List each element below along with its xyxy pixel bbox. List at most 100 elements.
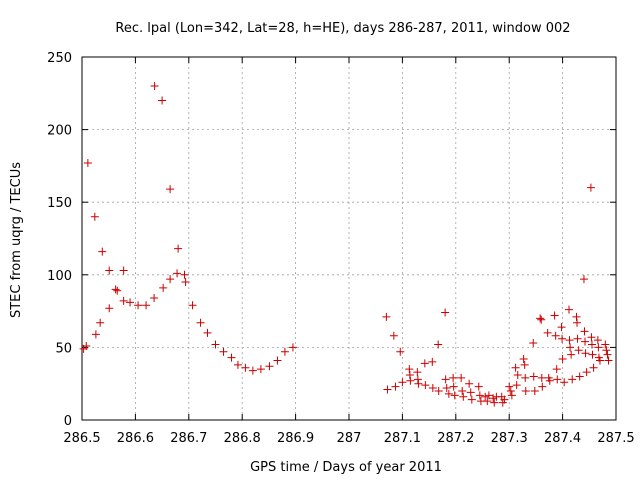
data-point <box>174 244 183 253</box>
data-point <box>173 269 182 278</box>
x-tick-label: 287.1 <box>384 431 421 446</box>
data-point <box>601 340 610 349</box>
data-point <box>288 343 297 352</box>
data-point <box>595 356 604 365</box>
y-tick-labels: 0 50 100 150 200 250 <box>47 51 72 429</box>
data-point <box>481 392 490 401</box>
data-point <box>537 373 546 382</box>
data-point <box>383 385 392 394</box>
y-tick-label: 0 <box>64 414 72 429</box>
x-tick-label: 287.5 <box>597 431 634 446</box>
data-point <box>458 386 467 395</box>
data-point <box>414 379 423 388</box>
data-point <box>521 373 530 382</box>
data-point <box>474 382 483 391</box>
x-tick-labels: 286.5 286.6 286.7 286.8 286.9 287 287.1 287.2 28… <box>63 431 634 446</box>
data-point <box>536 314 545 323</box>
y-axis-label: STEC from uqrg / TECUs <box>9 162 24 318</box>
data-point <box>150 82 159 91</box>
data-point <box>507 391 516 400</box>
data-point <box>580 327 589 336</box>
data-point <box>428 357 437 366</box>
data-point <box>574 346 583 355</box>
data-point <box>475 391 484 400</box>
data-point <box>530 386 539 395</box>
data-point <box>579 275 588 284</box>
data-point <box>227 353 236 362</box>
data-point <box>529 372 538 381</box>
data-point <box>553 375 562 384</box>
data-point <box>166 275 175 284</box>
data-point <box>449 382 458 391</box>
data-point <box>573 318 582 327</box>
data-point <box>593 336 602 345</box>
data-point <box>543 328 552 337</box>
data-point <box>105 304 114 313</box>
data-point <box>398 378 407 387</box>
data-point <box>551 331 560 340</box>
x-tick-label: 286.7 <box>170 431 207 446</box>
data-point <box>558 334 567 343</box>
data-point <box>82 341 91 350</box>
data-point <box>444 389 453 398</box>
data-point <box>166 185 175 194</box>
data-point <box>513 370 522 379</box>
x-tick-label: 287.3 <box>491 431 528 446</box>
data-point <box>142 301 151 310</box>
data-point <box>113 286 122 295</box>
data-point <box>484 391 493 400</box>
data-point <box>465 379 474 388</box>
data-point <box>219 347 228 356</box>
data-point <box>557 323 566 332</box>
data-point <box>442 384 451 393</box>
data-point <box>256 365 265 374</box>
data-point <box>466 388 475 397</box>
y-tick-label: 200 <box>47 124 72 139</box>
data-point <box>421 381 430 390</box>
data-point <box>119 296 128 305</box>
data-point <box>405 365 414 374</box>
data-point <box>280 347 289 356</box>
data-point <box>565 305 574 314</box>
data-point <box>560 378 569 387</box>
data-point <box>520 360 529 369</box>
data-point <box>406 376 415 385</box>
data-point <box>83 158 92 167</box>
data-point <box>111 285 120 294</box>
data-point <box>158 96 167 105</box>
data-point <box>572 312 581 321</box>
data-point <box>586 183 595 192</box>
data-point <box>589 363 598 372</box>
data-point <box>265 362 274 371</box>
data-point <box>582 368 591 377</box>
data-point <box>457 373 466 382</box>
data-point <box>420 359 429 368</box>
data-point <box>538 382 547 391</box>
data-point <box>180 270 189 279</box>
y-tick-label: 100 <box>47 269 72 284</box>
data-point <box>233 360 242 369</box>
x-tick-label: 287.4 <box>544 431 581 446</box>
data-point <box>273 356 282 365</box>
data-point <box>587 333 596 342</box>
data-point <box>500 395 509 404</box>
data-point <box>119 266 128 275</box>
x-tick-label: 287 <box>337 431 362 446</box>
data-point <box>519 355 528 364</box>
data-point <box>434 340 443 349</box>
data-point <box>537 315 546 324</box>
data-point <box>396 347 405 356</box>
data-point <box>98 247 107 256</box>
x-tick-label: 286.6 <box>117 431 154 446</box>
data-point <box>441 308 450 317</box>
data-point <box>602 346 611 355</box>
data-point <box>558 355 567 364</box>
data-point <box>587 340 596 349</box>
data-point <box>203 328 212 337</box>
y-tick-label: 250 <box>47 51 72 66</box>
data-point <box>581 337 590 346</box>
x-tick-label: 287.2 <box>437 431 474 446</box>
data-point <box>126 298 135 307</box>
data-point <box>575 372 584 381</box>
